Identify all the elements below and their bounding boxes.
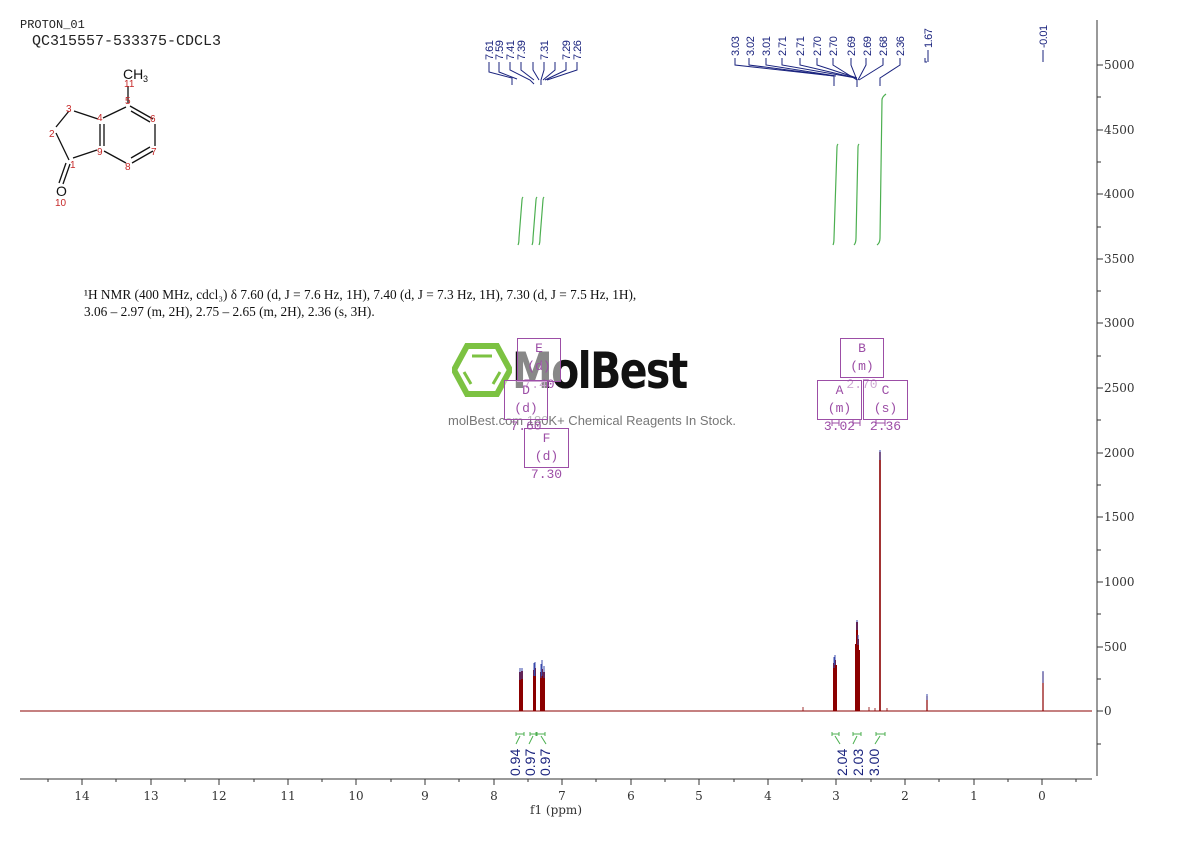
molbest-logo-icon [452,343,512,397]
peak-label: 2.71 [777,36,789,56]
sample-id: QC315557-533375-CDCL3 [32,33,222,50]
peak-label: 2.71 [795,36,807,56]
svg-text:7: 7 [151,147,157,158]
peak-label: 7.39 [516,40,528,60]
integral-value: 2.03 [850,748,866,776]
multiplet-box-b: B (m) 2.70 [840,338,884,392]
y-tick: 4000 [1104,187,1135,201]
peak-label: 2.70 [812,36,824,56]
x-tick: 6 [627,789,635,803]
methyl-label: CH [123,66,143,82]
x-tick: 7 [558,789,566,803]
x-tick: 2 [901,789,909,803]
svg-text:10: 10 [55,198,67,209]
y-tick: 1000 [1104,575,1135,589]
peak-label: 3.01 [761,36,773,56]
x-tick: 4 [764,789,772,803]
svg-text:5: 5 [125,96,131,107]
peak-label: 7.31 [539,40,551,60]
svg-text:1: 1 [70,160,76,171]
y-tick: 1500 [1104,510,1135,524]
multiplet-box-c: C (s) 2.36 [863,380,908,434]
x-axis-label: f1 (ppm) [530,803,582,817]
x-tick: 13 [143,789,159,803]
svg-text:9: 9 [97,147,103,158]
watermark-tagline: molBest.com 180K+ Chemical Reagents In S… [448,413,736,428]
x-tick: 8 [490,789,498,803]
x-tick: 12 [211,789,227,803]
nmr-description-line2: 3.06 – 2.97 (m, 2H), 2.75 – 2.65 (m, 2H)… [84,304,375,319]
y-tick: 500 [1104,640,1127,654]
multiplet-box-e: E (d) 7.40 [517,338,561,392]
peak-label: 3.03 [730,36,742,56]
experiment-title: PROTON_01 [20,18,85,32]
multiplet-box-d: D (d) 7.60 [504,380,548,434]
peak-label: 2.68 [878,36,890,56]
svg-text:3: 3 [143,74,148,84]
x-tick: 0 [1038,789,1046,803]
nmr-description-line1: ¹H NMR (400 MHz, cdcl₃) δ 7.60 (d, J = 7… [84,287,637,302]
oxygen-label: O [56,183,67,199]
y-tick: 5000 [1104,58,1135,72]
svg-text:2: 2 [49,129,55,140]
x-tick: 1 [970,789,978,803]
peak-label: 2.70 [828,36,840,56]
peak-label: 2.36 [895,36,907,56]
peak-label: 1.67 [923,28,935,48]
nmr-description: ¹H NMR (400 MHz, cdcl₃) δ 7.60 (d, J = 7… [84,286,636,320]
integral-value: 0.97 [522,748,538,776]
x-tick: 11 [280,789,296,803]
integral-value: 2.04 [834,748,850,776]
x-tick: 10 [348,789,364,803]
y-tick: 0 [1104,704,1112,718]
integral-value: 0.94 [507,748,523,776]
y-tick: 4500 [1104,123,1135,137]
multiplet-box-a: A (m) 3.02 [817,380,862,434]
integral-value: 0.97 [537,748,553,776]
svg-text:6: 6 [150,114,156,125]
x-tick: 14 [74,789,90,803]
svg-text:11: 11 [124,79,135,90]
integral-value: 3.00 [866,748,882,776]
x-tick: 3 [832,789,840,803]
peak-label: 2.69 [862,36,874,56]
x-tick: 9 [421,789,429,803]
peak-label: 2.69 [846,36,858,56]
svg-text:8: 8 [125,162,131,173]
svg-text:4: 4 [97,113,103,124]
y-tick: 3000 [1104,316,1135,330]
multiplet-box-f: F (d) 7.30 [524,428,569,482]
integral-curves [517,93,887,246]
y-tick: 2500 [1104,381,1135,395]
x-tick: 5 [695,789,703,803]
y-tick: 2000 [1104,446,1135,460]
svg-text:3: 3 [66,104,72,115]
molecule-structure: CH 3 O 1 2 3 4 5 6 7 8 9 10 11 [49,66,157,209]
y-tick: 3500 [1104,252,1135,266]
peak-label: 7.26 [572,40,584,60]
peak-label: 3.02 [745,36,757,56]
peak-label: -0.01 [1038,25,1050,48]
